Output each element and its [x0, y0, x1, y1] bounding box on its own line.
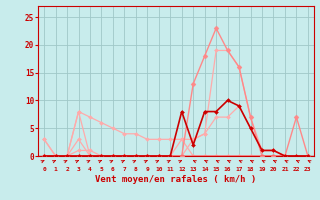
X-axis label: Vent moyen/en rafales ( km/h ): Vent moyen/en rafales ( km/h ) [95, 175, 257, 184]
